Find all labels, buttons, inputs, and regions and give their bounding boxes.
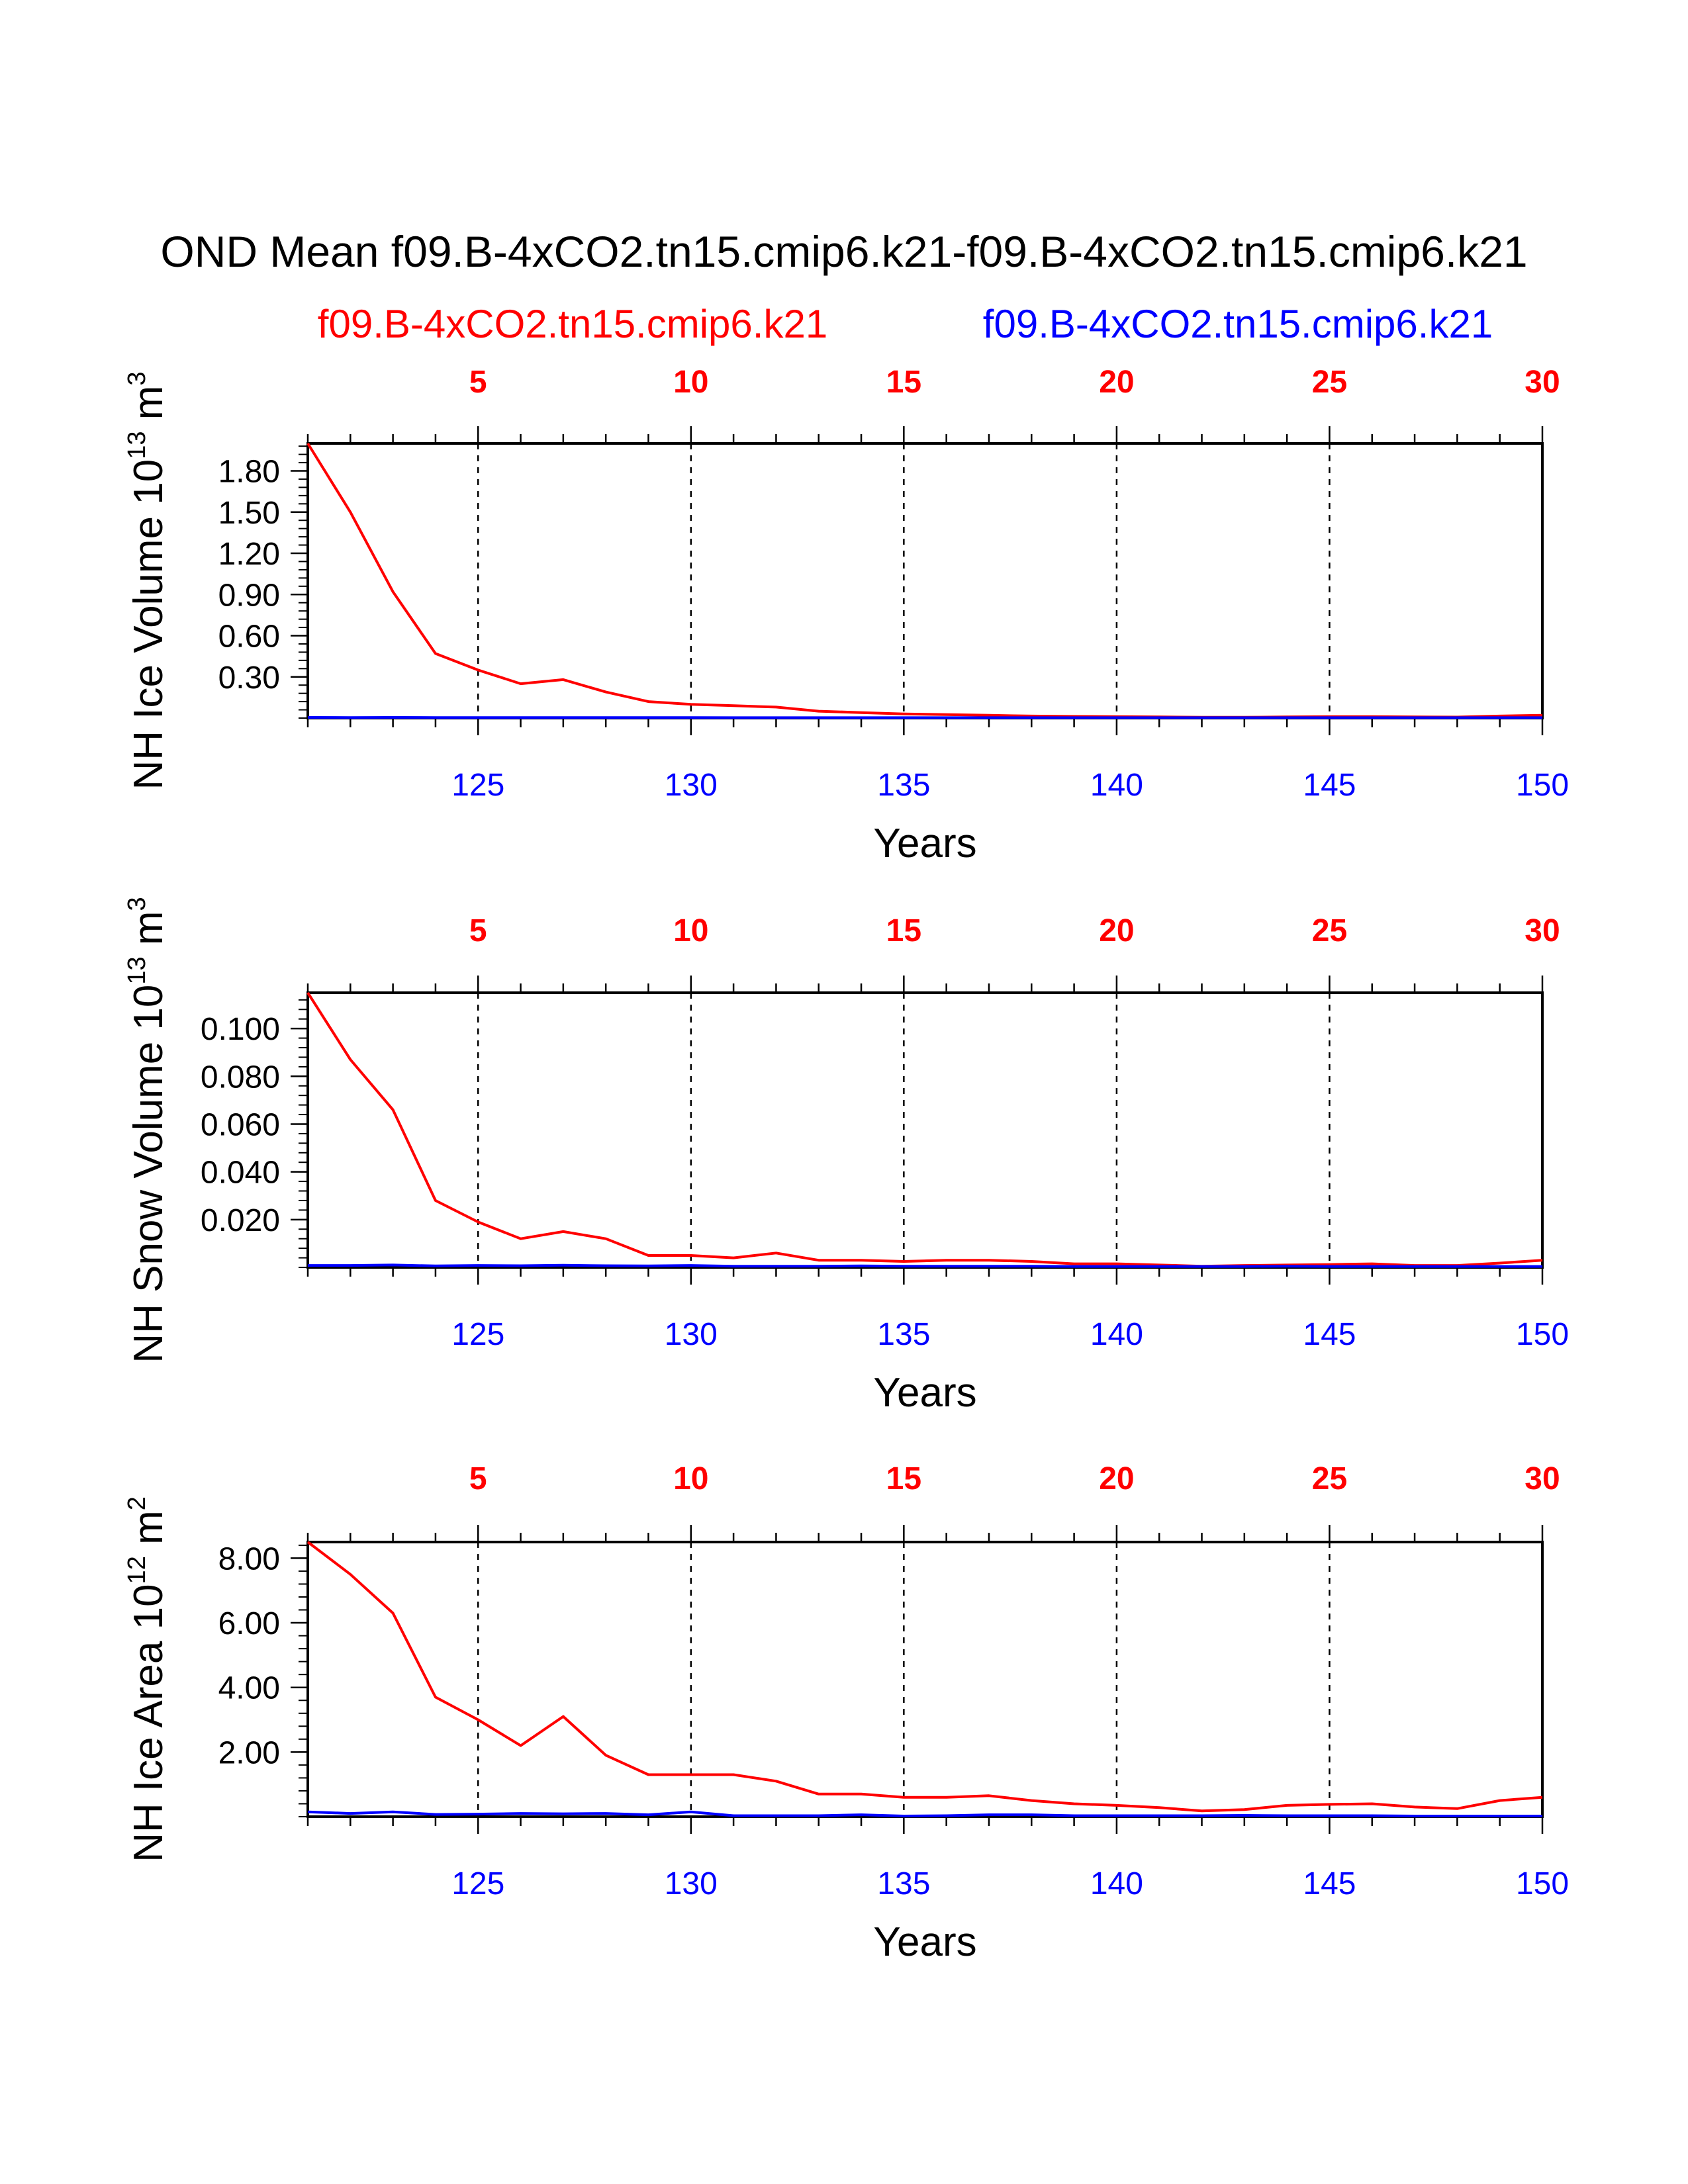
top-tick-label: 25 [1312,365,1347,400]
y-axis-label-exponent: 13 [123,956,151,984]
legend-label-blue: f09.B-4xCO2.tn15.cmip6.k21 [983,302,1493,346]
top-tick-label: 15 [886,1461,921,1496]
top-tick-label: 10 [673,913,708,948]
top-tick-label: 15 [886,365,921,400]
x-tick-label: 135 [877,1866,930,1901]
top-tick-label: 30 [1524,1461,1560,1496]
top-tick-label: 5 [469,913,487,948]
top-tick-label: 20 [1099,365,1134,400]
top-tick-label: 5 [469,1461,487,1496]
y-axis-label-exponent: 13 [123,432,151,459]
x-tick-label: 150 [1516,1317,1569,1352]
series-line-red [306,1541,1543,1813]
series-line-red [306,442,1543,719]
y-tick-label: 0.90 [218,578,280,613]
x-tick-label: 130 [665,768,718,803]
x-tick-label: 140 [1090,1317,1143,1352]
top-tick-label: 30 [1524,913,1560,948]
x-tick-label: 135 [877,1317,930,1352]
series-line-red [306,991,1543,1268]
chart-panel-1: 125 130 135 140 145 150 5 10 15 20 25 30 1.80 1.50 1.2… [123,365,1569,866]
x-tick-label: 125 [451,768,504,803]
x-tick-label: 140 [1090,768,1143,803]
legend-label-red: f09.B-4xCO2.tn15.cmip6.k21 [318,302,827,346]
y-tick-label: 0.080 [201,1060,280,1095]
top-tick-label: 10 [673,365,708,400]
chart-panel-2: 125 130 135 140 145 150 5 10 15 20 25 30 0.100 0.080 0… [123,897,1569,1416]
figure-title: OND Mean f09.B-4xCO2.tn15.cmip6.k21-f09.… [160,227,1527,276]
x-tick-label: 135 [877,768,930,803]
y-tick-label: 8.00 [218,1541,280,1576]
series-line-blue [308,1263,1542,1268]
x-tick-label: 130 [665,1317,718,1352]
x-tick-label: 125 [451,1317,504,1352]
y-axis-label-unit: m [126,1510,171,1556]
y-axis-label-unit-exponent: 2 [123,1496,151,1510]
y-tick-label: 0.020 [201,1203,280,1238]
y-tick-label: 0.060 [201,1107,280,1142]
top-tick-label: 20 [1099,1461,1134,1496]
y-axis-label-exponent: 12 [123,1556,151,1584]
y-tick-label: 0.040 [201,1156,280,1191]
x-axis-label: Years [873,1919,976,1965]
y-axis-label: NH Ice Volume 1013 m3 [123,372,171,790]
y-tick-label: 0.100 [201,1012,280,1047]
chart-panel-3: 125 130 135 140 145 150 5 10 15 20 25 30 8.00 6.00 4.0… [123,1461,1569,1965]
y-axis-label-unit: m [126,911,171,956]
y-axis-label-text: NH Ice Volume 10 [126,459,171,790]
x-axis-label: Years [873,821,976,866]
plot-frame [306,442,1544,719]
x-tick-label: 140 [1090,1866,1143,1901]
y-axis-label-unit-exponent: 3 [123,897,151,911]
y-tick-label: 4.00 [218,1671,280,1706]
x-tick-label: 145 [1303,768,1356,803]
y-axis-label: NH Ice Area 1012 m2 [123,1496,171,1862]
y-tick-label: 1.80 [218,455,280,490]
x-tick-label: 145 [1303,1317,1356,1352]
y-tick-label: 0.60 [218,619,280,655]
y-axis-label-text: NH Snow Volume 10 [126,985,171,1363]
plot-frame [306,1541,1544,1818]
y-tick-label: 0.30 [218,660,280,696]
top-tick-label: 5 [469,365,487,400]
x-tick-label: 150 [1516,768,1569,803]
x-tick-label: 150 [1516,1866,1569,1901]
y-axis-label: NH Snow Volume 1013 m3 [123,897,171,1363]
series-line-blue [307,1810,1542,1817]
top-tick-label: 25 [1312,913,1347,948]
y-tick-label: 6.00 [218,1606,280,1641]
y-axis-label-text: NH Ice Area 10 [126,1584,171,1862]
y-axis-label-unit-exponent: 3 [123,372,151,386]
y-tick-label: 1.20 [218,537,280,572]
y-axis-label-unit: m [126,386,171,432]
top-tick-label: 10 [673,1461,708,1496]
x-tick-label: 125 [451,1866,504,1901]
top-tick-label: 20 [1099,913,1134,948]
top-tick-label: 25 [1312,1461,1347,1496]
y-tick-label: 2.00 [218,1735,280,1770]
top-tick-label: 15 [886,913,921,948]
y-tick-label: 1.50 [218,496,280,531]
x-axis-label: Years [873,1370,976,1416]
x-tick-label: 130 [665,1866,718,1901]
plot-frame [306,991,1544,1269]
x-tick-label: 145 [1303,1866,1356,1901]
top-tick-label: 30 [1524,365,1560,400]
